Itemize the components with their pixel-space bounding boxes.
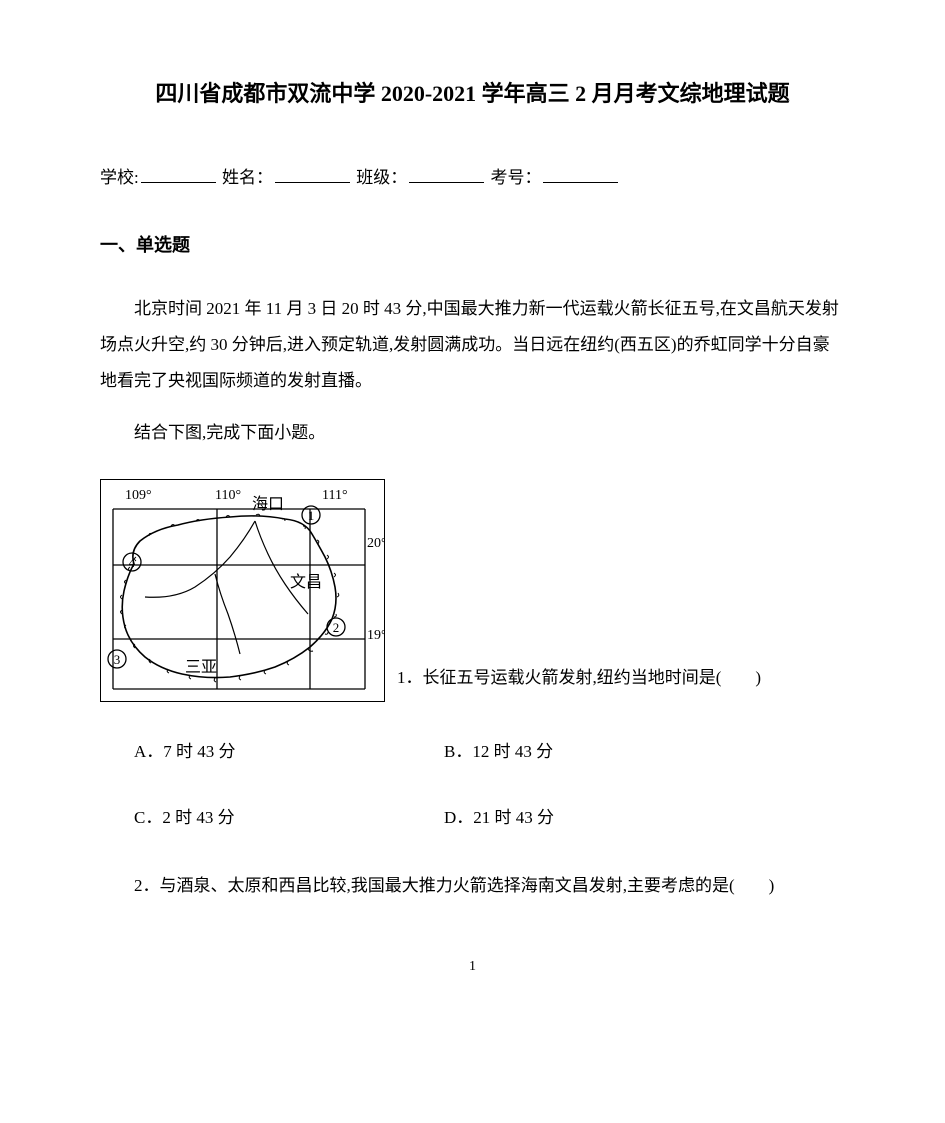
q1-options-row2: C．2 时 43 分 D．21 时 43 分 bbox=[100, 803, 845, 834]
exam-title: 四川省成都市双流中学 2020-2021 学年高三 2 月月考文综地理试题 bbox=[100, 70, 845, 118]
option-c: C．2 时 43 分 bbox=[134, 803, 444, 834]
sanya-label: 三亚 bbox=[185, 659, 217, 676]
school-blank bbox=[141, 166, 216, 183]
option-d: D．21 时 43 分 bbox=[444, 803, 845, 834]
examno-blank bbox=[543, 166, 618, 183]
examno-label: 考号： bbox=[490, 168, 541, 187]
school-label: 学校: bbox=[100, 168, 139, 187]
class-label: 班级： bbox=[356, 168, 407, 187]
q1-options-row1: A．7 时 43 分 B．12 时 43 分 bbox=[100, 737, 845, 768]
name-label: 姓名： bbox=[222, 168, 273, 187]
option-b: B．12 时 43 分 bbox=[444, 737, 845, 768]
marker-3: 3 bbox=[114, 652, 121, 667]
class-blank bbox=[409, 166, 484, 183]
marker-4: 4 bbox=[129, 555, 136, 570]
question-1-text: 1．长征五号运载火箭发射,纽约当地时间是( ) bbox=[397, 663, 761, 694]
page-number: 1 bbox=[100, 954, 845, 979]
student-info-line: 学校: 姓名： 班级： 考号： bbox=[100, 163, 845, 194]
option-a: A．7 时 43 分 bbox=[134, 737, 444, 768]
lon-110: 110° bbox=[215, 488, 241, 503]
hainan-map: 109° 110° 111° 20° 19° 海口 文昌 三亚 1 2 3 4 bbox=[100, 479, 385, 702]
marker-2: 2 bbox=[333, 620, 340, 635]
marker-1: 1 bbox=[308, 508, 315, 523]
lon-109: 109° bbox=[125, 488, 152, 503]
section-1-header: 一、单选题 bbox=[100, 229, 845, 261]
intro-paragraph-1: 北京时间 2021 年 11 月 3 日 20 时 43 分,中国最大推力新一代… bbox=[100, 291, 845, 398]
haikou-label: 海口 bbox=[252, 495, 284, 513]
lat-20: 20° bbox=[367, 536, 385, 551]
intro-paragraph-2: 结合下图,完成下面小题。 bbox=[100, 418, 845, 449]
question-2-text: 2．与酒泉、太原和西昌比较,我国最大推力火箭选择海南文昌发射,主要考虑的是( ) bbox=[100, 868, 845, 904]
lon-111: 111° bbox=[322, 488, 348, 503]
wenchang-label: 文昌 bbox=[290, 573, 322, 591]
lat-19: 19° bbox=[367, 628, 385, 643]
map-and-q1-row: 109° 110° 111° 20° 19° 海口 文昌 三亚 1 2 3 4 … bbox=[100, 479, 845, 702]
name-blank bbox=[275, 166, 350, 183]
